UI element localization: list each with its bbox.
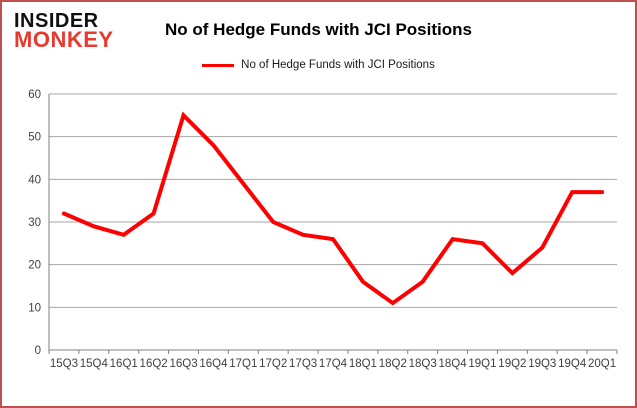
x-axis-label: 19Q1 [468,358,496,370]
x-axis-label: 19Q4 [558,358,587,370]
x-axis-label: 16Q1 [110,358,138,370]
x-axis-label: 17Q2 [259,358,287,370]
y-axis-label: 30 [28,217,41,229]
y-axis-label: 40 [28,174,41,186]
logo-monkey-text: MONKEY [14,27,114,53]
chart-title: No of Hedge Funds with JCI Positions [165,20,472,39]
y-axis-label: 50 [28,132,41,144]
y-axis-label: 60 [28,89,41,101]
y-axis-label: 0 [35,345,41,357]
x-axis-label: 19Q3 [528,358,556,370]
x-axis-label: 16Q2 [140,358,168,370]
x-axis-label: 19Q2 [498,358,526,370]
legend-label: No of Hedge Funds with JCI Positions [241,59,435,71]
x-axis-label: 17Q1 [229,358,257,370]
chart-legend: No of Hedge Funds with JCI Positions [2,59,635,71]
x-axis-label: 18Q3 [409,358,437,370]
x-axis-label: 18Q2 [379,358,407,370]
y-axis-label: 10 [28,302,41,314]
x-axis-label: 16Q3 [169,358,197,370]
logo-insider-text: INSIDER [14,10,99,32]
insider-monkey-logo: INSIDER MONKEY [14,10,114,53]
x-axis-label: 18Q4 [439,358,468,370]
series-line [61,111,605,306]
x-axis-label: 20Q1 [588,358,616,370]
x-axis-label: 15Q4 [80,358,109,370]
x-axis-label: 17Q4 [319,358,348,370]
y-axis-label: 20 [28,260,41,272]
legend-line-swatch [202,63,235,67]
x-axis-label: 17Q3 [289,358,317,370]
x-axis-label: 15Q3 [50,358,78,370]
x-axis-label: 16Q4 [199,358,228,370]
x-axis-label: 18Q1 [349,358,377,370]
